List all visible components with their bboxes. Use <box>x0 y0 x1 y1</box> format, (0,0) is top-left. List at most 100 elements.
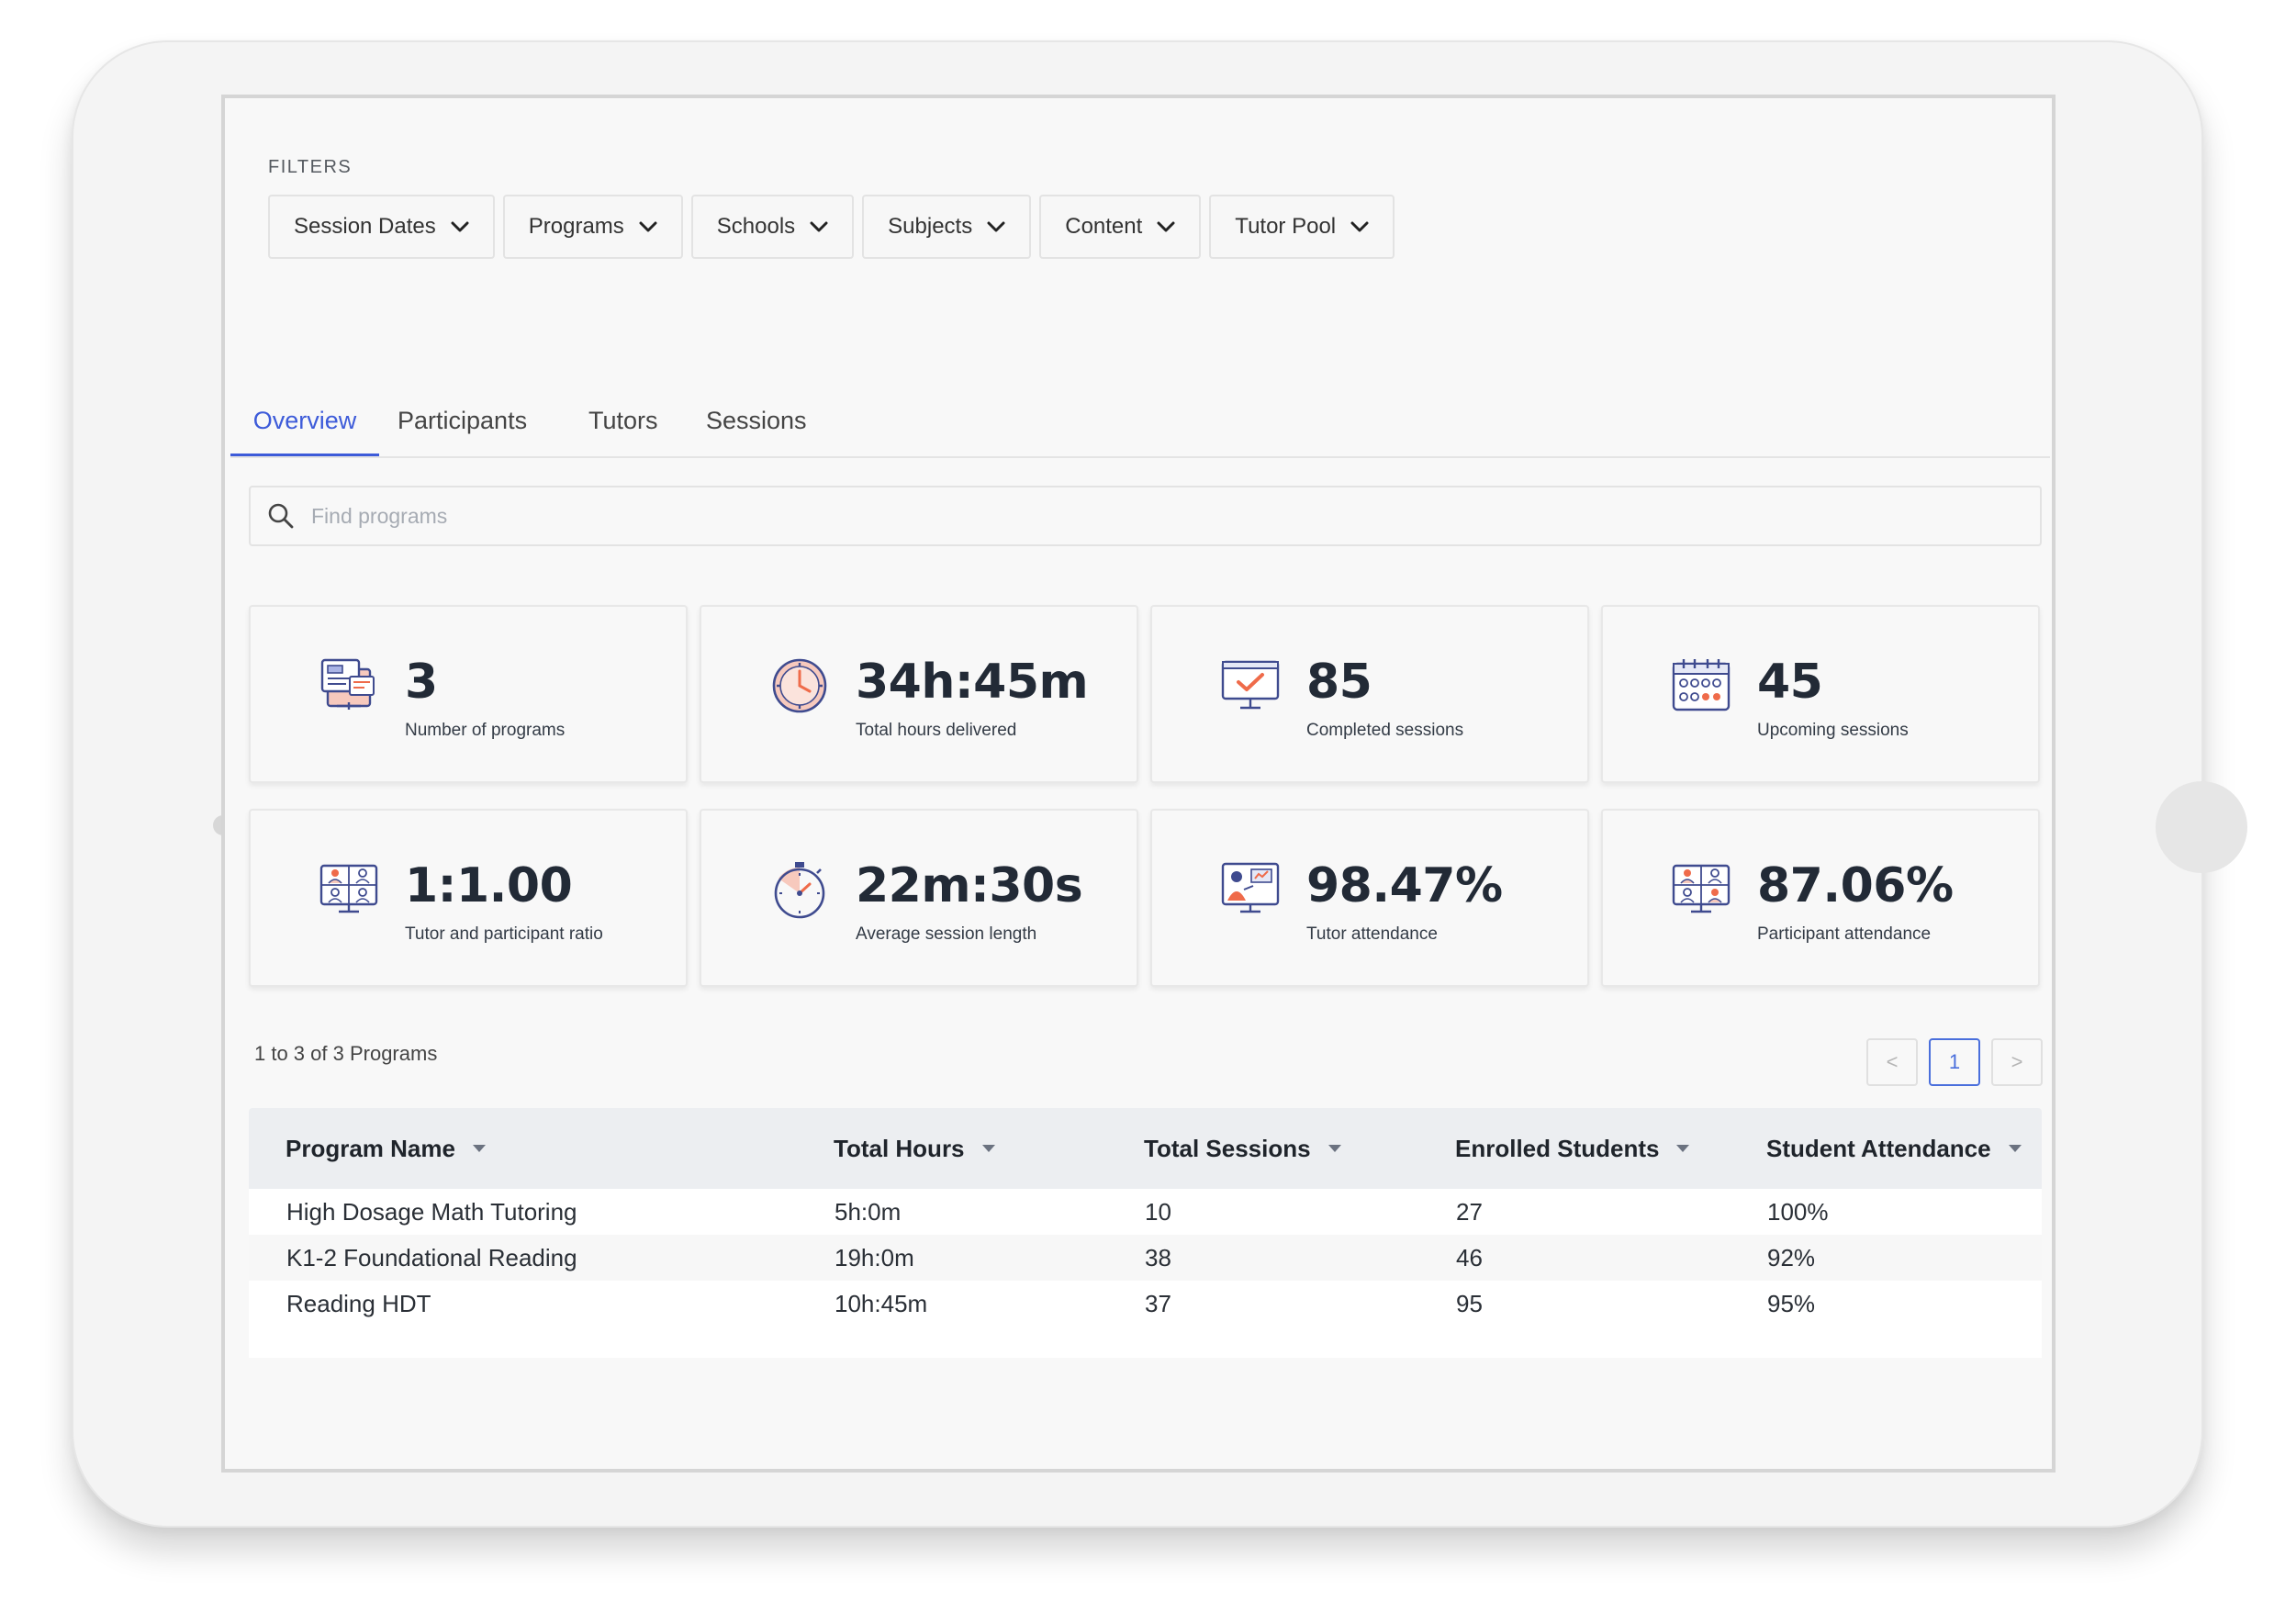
column-header-student-attendance[interactable]: Student Attendance <box>1766 1108 2022 1189</box>
ratio-icon <box>319 858 379 919</box>
cell-enrolled-students: 46 <box>1456 1243 1483 1271</box>
filter-label: Programs <box>528 214 624 239</box>
cell-student-attendance: 92% <box>1767 1243 1816 1271</box>
cell-program-name: High Dosage Math Tutoring <box>286 1197 577 1226</box>
tab-bar: Overview Participants Tutors Sessions <box>230 394 2050 458</box>
tutor-attendance-icon <box>1220 858 1281 919</box>
page-1-button[interactable]: 1 <box>1929 1038 1980 1086</box>
stat-value: 1:1.00 <box>405 858 573 913</box>
cell-total-hours: 5h:0m <box>835 1197 902 1226</box>
next-page-button[interactable]: > <box>1991 1038 2043 1086</box>
filter-session-dates[interactable]: Session Dates <box>268 195 495 259</box>
column-header-label: Total Hours <box>834 1134 965 1162</box>
column-header-label: Student Attendance <box>1766 1134 1991 1162</box>
column-header-program-name[interactable]: Program Name <box>286 1108 487 1189</box>
stat-value: 85 <box>1306 655 1372 710</box>
stat-card-completed-sessions: 85 Completed sessions <box>1150 605 1589 783</box>
sort-caret-icon <box>1327 1144 1342 1153</box>
table-header: Program Name Total Hours Total Sessions … <box>249 1108 2042 1189</box>
sort-caret-icon <box>981 1144 996 1153</box>
filter-label: Session Dates <box>294 214 436 239</box>
stat-card-tutor-attendance: 98.47% Tutor attendance <box>1150 809 1589 987</box>
stat-label: Upcoming sessions <box>1757 721 1909 740</box>
clock-icon <box>769 655 830 715</box>
cell-enrolled-students: 95 <box>1456 1289 1483 1317</box>
stat-value: 3 <box>405 655 438 710</box>
column-header-total-hours[interactable]: Total Hours <box>834 1108 996 1189</box>
filter-bar: Session Dates Programs Schools Subjects … <box>268 195 1395 259</box>
filters-label: FILTERS <box>268 157 353 177</box>
table-row[interactable]: Reading HDT 10h:45m 37 95 95% <box>249 1281 2042 1358</box>
tab-tutors[interactable]: Tutors <box>588 407 658 434</box>
cell-program-name: Reading HDT <box>286 1289 431 1317</box>
chevron-down-icon <box>639 221 657 232</box>
results-count: 1 to 3 of 3 Programs <box>254 1042 438 1065</box>
stat-value: 87.06% <box>1757 858 1954 913</box>
calendar-icon <box>1671 655 1731 715</box>
sort-caret-icon <box>472 1144 487 1153</box>
stat-card-participant-attendance: 87.06% Participant attendance <box>1601 809 2040 987</box>
stat-label: Number of programs <box>405 721 566 740</box>
filter-subjects[interactable]: Subjects <box>862 195 1032 259</box>
filter-programs[interactable]: Programs <box>502 195 683 259</box>
stat-label: Completed sessions <box>1306 721 1464 740</box>
chevron-down-icon <box>1157 221 1175 232</box>
stat-value: 22m:30s <box>856 858 1083 913</box>
filter-label: Schools <box>716 214 796 239</box>
stat-label: Tutor attendance <box>1306 924 1438 944</box>
stat-label: Total hours delivered <box>856 721 1017 740</box>
sort-caret-icon <box>1675 1144 1690 1153</box>
stat-card-upcoming-sessions: 45 Upcoming sessions <box>1601 605 2040 783</box>
stat-value: 34h:45m <box>856 655 1089 710</box>
sort-caret-icon <box>2008 1144 2022 1153</box>
stat-value: 45 <box>1757 655 1823 710</box>
search-icon <box>267 502 295 530</box>
filter-tutor-pool[interactable]: Tutor Pool <box>1209 195 1395 259</box>
stat-label: Average session length <box>856 924 1037 944</box>
chevron-down-icon <box>987 221 1005 232</box>
stopwatch-icon <box>769 858 830 919</box>
filter-content[interactable]: Content <box>1039 195 1202 259</box>
completed-sessions-icon <box>1220 655 1281 715</box>
stat-value: 98.47% <box>1306 858 1503 913</box>
chevron-down-icon <box>1350 221 1369 232</box>
tab-overview[interactable]: Overview <box>230 394 379 456</box>
cell-program-name: K1-2 Foundational Reading <box>286 1243 577 1271</box>
programs-icon <box>319 655 379 715</box>
stat-label: Participant attendance <box>1757 924 1932 944</box>
filter-schools[interactable]: Schools <box>690 195 855 259</box>
stat-card-programs: 3 Number of programs <box>249 605 688 783</box>
cell-student-attendance: 95% <box>1767 1289 1816 1317</box>
programs-table: Program Name Total Hours Total Sessions … <box>249 1108 2042 1358</box>
table-row[interactable]: K1-2 Foundational Reading 19h:0m 38 46 9… <box>249 1235 2042 1281</box>
cell-total-sessions: 10 <box>1145 1197 1171 1226</box>
stat-card-total-hours: 34h:45m Total hours delivered <box>700 605 1138 783</box>
search-input[interactable] <box>309 502 1966 530</box>
home-button[interactable] <box>2156 781 2247 873</box>
cell-total-hours: 10h:45m <box>835 1289 928 1317</box>
app-screen: FILTERS Session Dates Programs Schools S… <box>221 95 2056 1473</box>
cell-enrolled-students: 27 <box>1456 1197 1483 1226</box>
stat-card-ratio: 1:1.00 Tutor and participant ratio <box>249 809 688 987</box>
column-header-label: Enrolled Students <box>1455 1134 1660 1162</box>
cell-total-sessions: 37 <box>1145 1289 1171 1317</box>
cell-total-sessions: 38 <box>1145 1243 1171 1271</box>
column-header-label: Total Sessions <box>1144 1134 1311 1162</box>
prev-page-button[interactable]: < <box>1866 1038 1918 1086</box>
table-row[interactable]: High Dosage Math Tutoring 5h:0m 10 27 10… <box>249 1189 2042 1235</box>
chevron-down-icon <box>451 221 469 232</box>
stat-card-average-length: 22m:30s Average session length <box>700 809 1138 987</box>
filter-label: Content <box>1065 214 1143 239</box>
stat-label: Tutor and participant ratio <box>405 924 603 944</box>
column-header-label: Program Name <box>286 1134 455 1162</box>
cell-student-attendance: 100% <box>1767 1197 1829 1226</box>
participant-attendance-icon <box>1671 858 1731 919</box>
tab-sessions[interactable]: Sessions <box>706 407 807 434</box>
filter-label: Subjects <box>888 214 973 239</box>
tab-participants[interactable]: Participants <box>398 407 528 434</box>
column-header-enrolled-students[interactable]: Enrolled Students <box>1455 1108 1690 1189</box>
filter-label: Tutor Pool <box>1235 214 1337 239</box>
chevron-down-icon <box>810 221 828 232</box>
column-header-total-sessions[interactable]: Total Sessions <box>1144 1108 1342 1189</box>
search-bar <box>249 486 2042 546</box>
